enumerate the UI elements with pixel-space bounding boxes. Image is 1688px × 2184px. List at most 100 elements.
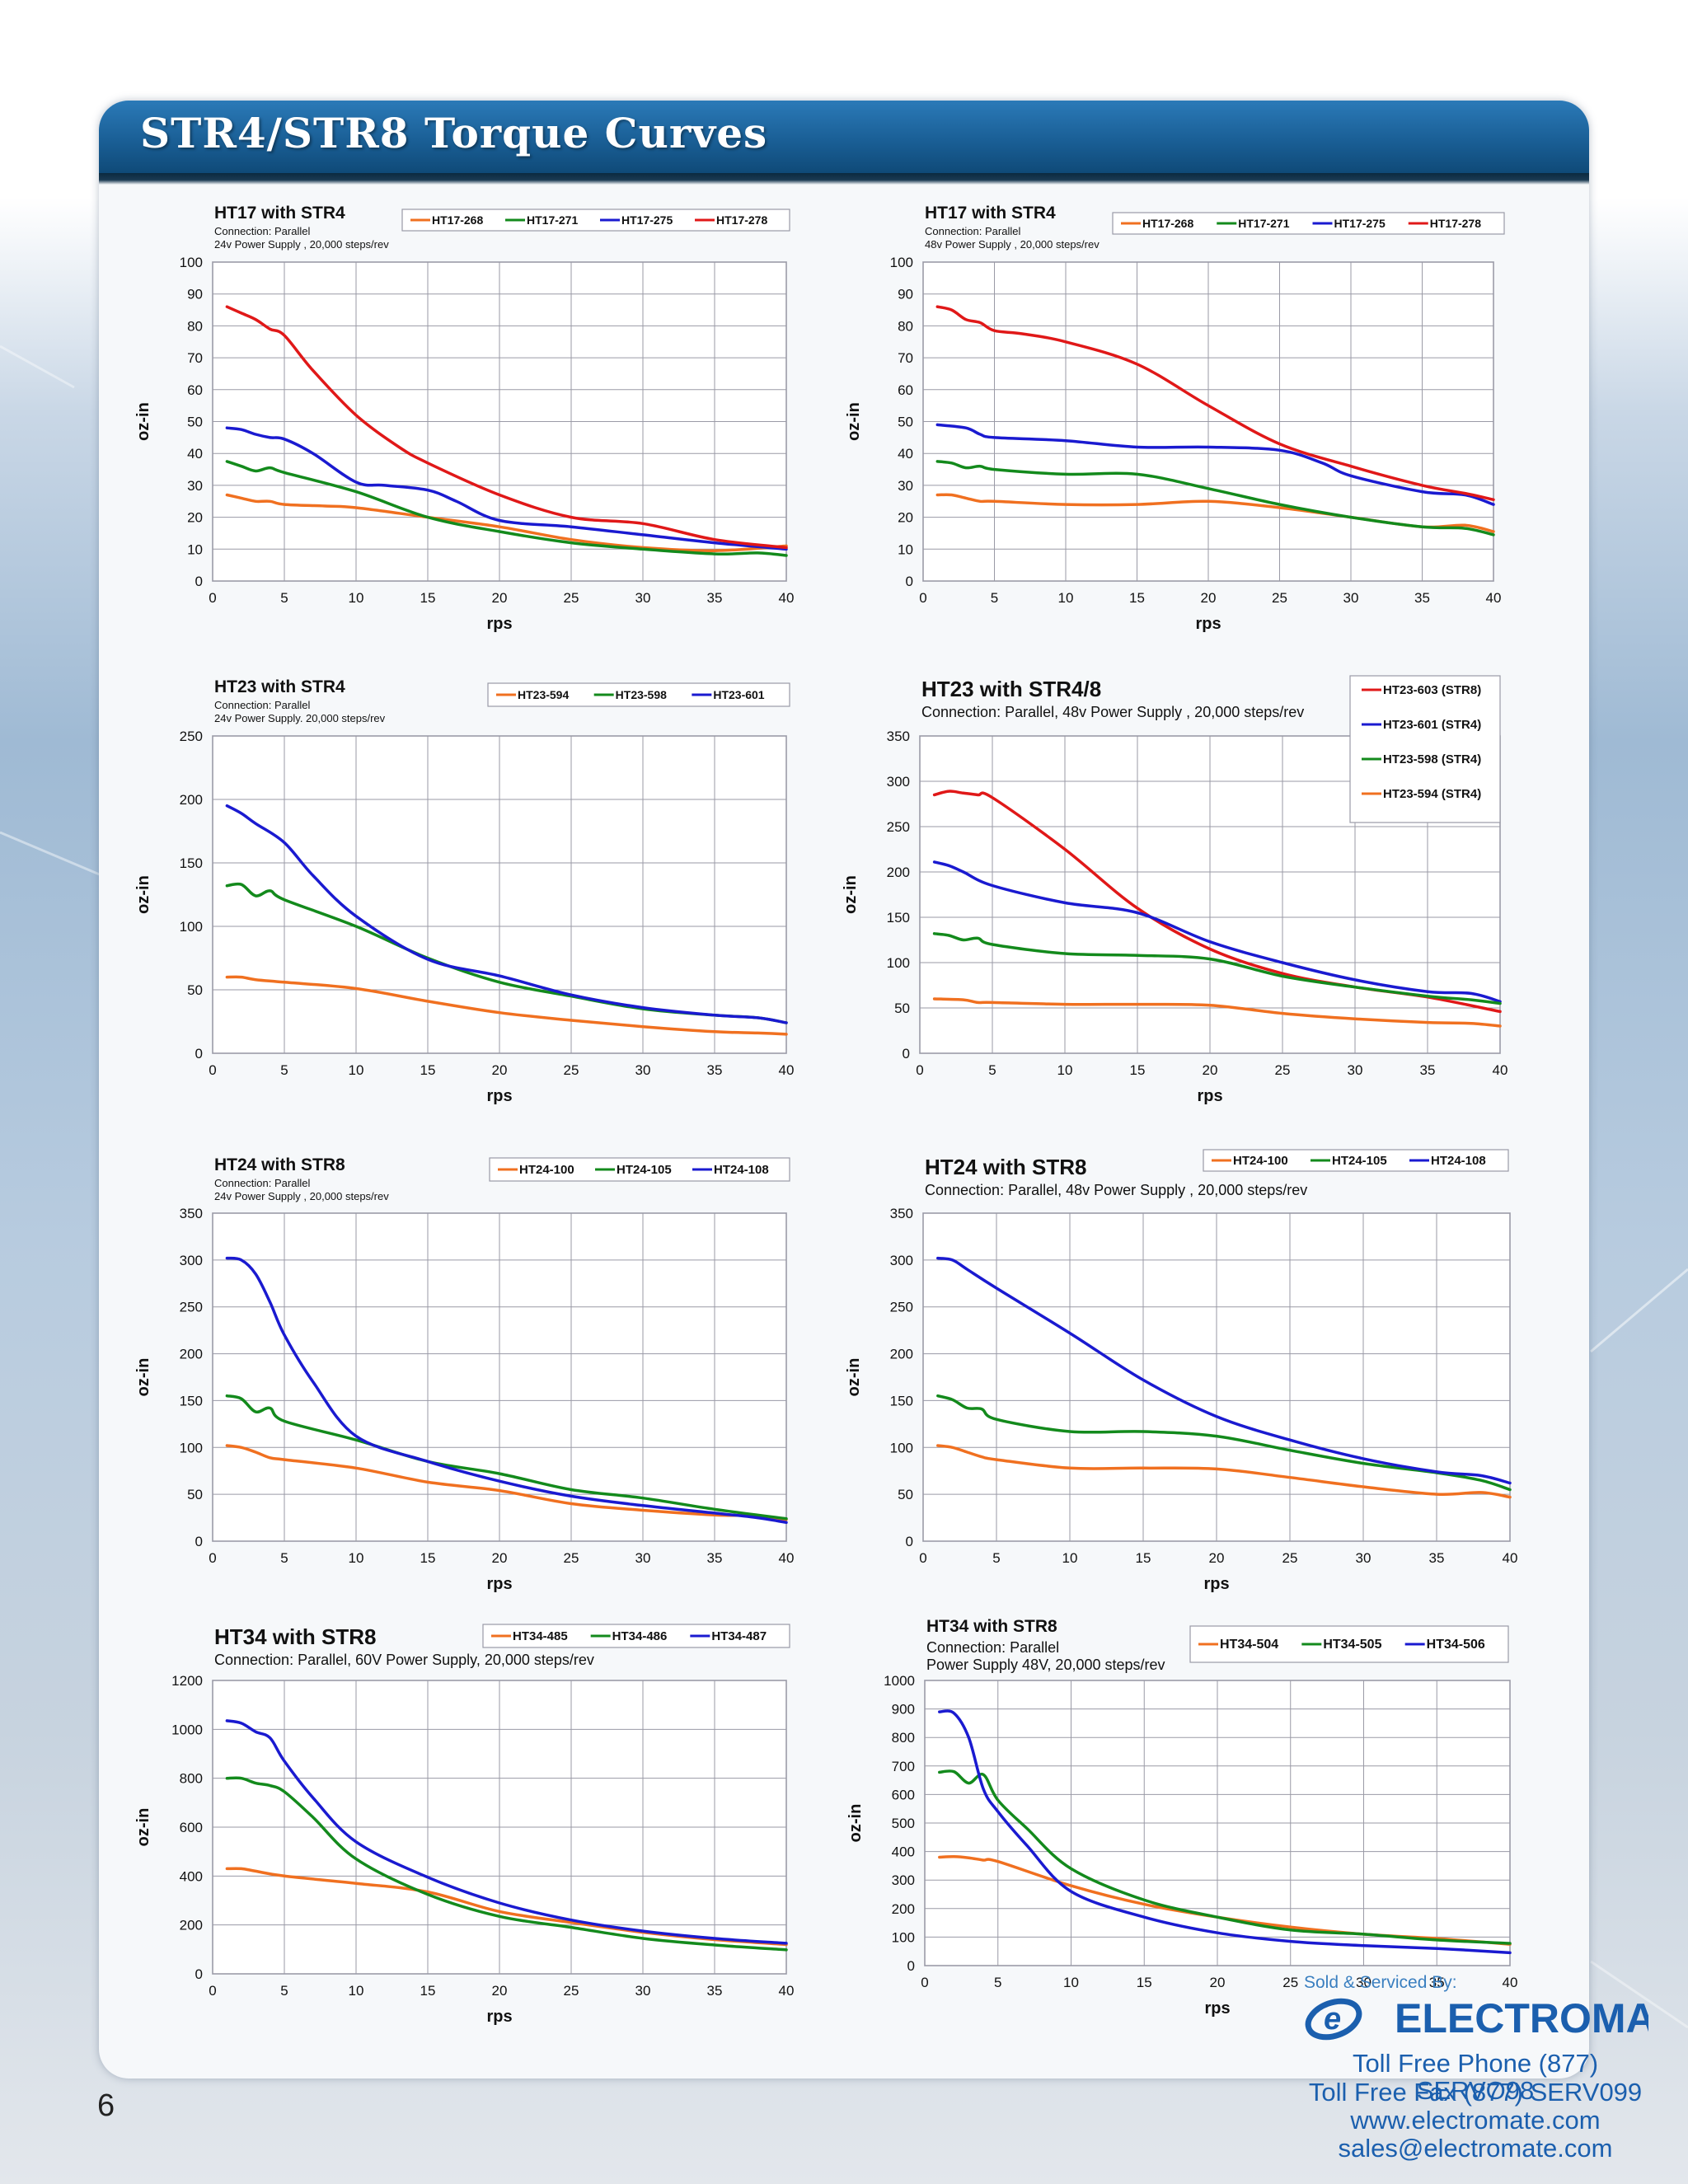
x-tick-label: 15 <box>420 1983 436 1999</box>
y-tick-label: 100 <box>180 255 203 270</box>
x-tick-label: 5 <box>280 1983 288 1999</box>
y-tick-label: 100 <box>890 255 913 270</box>
x-tick-label: 20 <box>492 1983 508 1999</box>
legend-label: HT17-271 <box>527 213 578 227</box>
x-tick-label: 0 <box>919 1550 926 1566</box>
y-tick-label: 10 <box>898 541 913 557</box>
y-tick-label: 300 <box>180 1253 203 1268</box>
series-line-HT24-108 <box>225 1256 788 1525</box>
x-tick-label: 10 <box>1062 1550 1078 1566</box>
chart-title: HT23 with STR4/8 <box>921 677 1101 701</box>
x-tick-label: 15 <box>1130 1062 1146 1078</box>
y-tick-label: 1000 <box>884 1673 915 1689</box>
y-tick-label: 250 <box>887 819 910 835</box>
y-tick-label: 350 <box>890 1206 913 1221</box>
legend-label: HT24-108 <box>714 1163 769 1177</box>
chart-legend: HT23-594 HT23-598 HT23-601 <box>487 682 790 707</box>
y-tick-label: 1000 <box>171 1722 203 1737</box>
y-tick-label: 70 <box>898 350 913 366</box>
x-axis-label: rps <box>486 1575 512 1593</box>
y-tick-label: 600 <box>180 1820 203 1835</box>
chart-legend: HT24-100 HT24-105 HT24-108 <box>1203 1149 1509 1172</box>
y-tick-label: 100 <box>180 1440 203 1455</box>
y-tick-label: 350 <box>180 1206 203 1221</box>
y-tick-label: 0 <box>906 574 913 589</box>
y-tick-label: 100 <box>890 1440 913 1455</box>
y-tick-label: 100 <box>892 1929 915 1945</box>
x-tick-label: 15 <box>420 1550 436 1566</box>
y-tick-label: 60 <box>187 382 203 398</box>
y-tick-label: 200 <box>180 1918 203 1933</box>
x-tick-label: 10 <box>1063 1975 1079 1990</box>
footer-phone: Toll Free Phone (877) SERVO98 <box>1352 2049 1599 2105</box>
sold-by-label: Sold & Serviced By: <box>1304 1973 1457 1992</box>
y-tick-label: 200 <box>180 1347 203 1362</box>
legend-box <box>1112 212 1505 235</box>
y-tick-label: 50 <box>898 415 913 430</box>
title-banner <box>99 101 1589 173</box>
legend-label: HT34-504 <box>1220 1638 1278 1652</box>
chart-subtitle: Connection: Parallel <box>926 1639 1059 1656</box>
x-tick-label: 25 <box>1282 1550 1298 1566</box>
y-tick-label: 0 <box>907 1958 915 1974</box>
svg-text:e: e <box>1324 2002 1341 2036</box>
footer-fax: Toll Free Fax (877) SERV099 <box>1308 2078 1643 2107</box>
x-axis-label: rps <box>1204 1999 1230 2018</box>
y-tick-label: 150 <box>890 1393 913 1408</box>
chart-subtitle: Connection: Parallel, 60V Power Supply, … <box>214 1652 594 1668</box>
chart-title: HT24 with STR8 <box>925 1155 1086 1179</box>
x-tick-label: 10 <box>1058 590 1074 606</box>
legend-label: HT24-100 <box>519 1163 574 1177</box>
x-tick-label: 15 <box>1136 1550 1151 1566</box>
torque-chart-8: 0 5 10 15 20 25 30 35 40010020030040050060070080… <box>846 1617 1517 2018</box>
y-tick-label: 0 <box>903 1046 910 1062</box>
chart-subtitle: Connection: Parallel <box>214 1177 310 1189</box>
y-tick-label: 80 <box>187 318 203 334</box>
x-tick-label: 5 <box>992 1550 1000 1566</box>
series-line-HT34-487 <box>225 1719 788 1945</box>
y-tick-label: 300 <box>892 1872 915 1888</box>
legend-box <box>401 209 790 232</box>
y-tick-label: 250 <box>180 1300 203 1315</box>
torque-chart-5: 0 5 10 15 20 25 30 35 40 0 50 100 150 200 250 300 350 rps… <box>134 1155 795 1593</box>
chart-subtitle: Connection: Parallel <box>925 225 1020 237</box>
y-tick-label: 500 <box>892 1816 915 1831</box>
y-axis-label: oz-in <box>134 875 152 914</box>
y-axis-label: oz-in <box>845 402 863 441</box>
chart-legend: HT17-268 HT17-271 HT17-275 HT17-278 <box>401 209 790 232</box>
series-line-HT17-275 <box>225 426 788 551</box>
y-tick-label: 150 <box>887 910 910 926</box>
footer-website[interactable]: www.electromate.com <box>1350 2106 1601 2135</box>
x-tick-label: 15 <box>1137 1975 1152 1990</box>
legend-label: HT24-108 <box>1431 1154 1486 1168</box>
legend-label: HT17-268 <box>432 213 483 227</box>
x-axis-label: rps <box>1197 1087 1222 1105</box>
y-tick-label: 300 <box>887 774 910 790</box>
chart-subtitle: Power Supply 48V, 20,000 steps/rev <box>926 1657 1165 1673</box>
x-tick-label: 35 <box>1429 1550 1445 1566</box>
y-tick-label: 100 <box>887 955 910 971</box>
x-tick-label: 25 <box>1272 590 1287 606</box>
x-tick-label: 25 <box>564 590 579 606</box>
x-tick-label: 0 <box>919 590 926 606</box>
legend-label: HT34-486 <box>612 1629 668 1643</box>
y-axis-label: oz-in <box>134 1358 152 1397</box>
electromate-logo: e ELECTROMATE <box>1305 1995 1648 2041</box>
chart-subtitle: Connection: Parallel, 48v Power Supply ,… <box>921 704 1304 720</box>
torque-chart-1: 0 5 10 15 20 25 30 35 40 0 10 20 30 40 50 60 70 80 90 100 rp… <box>134 204 794 633</box>
chart-title: HT24 with STR8 <box>214 1155 345 1174</box>
y-axis-label: oz-in <box>134 1808 152 1847</box>
x-axis-label: rps <box>1195 615 1221 633</box>
y-axis-label: oz-in <box>842 875 860 914</box>
series-line-HT24-100 <box>225 1444 788 1521</box>
x-tick-label: 10 <box>1057 1062 1073 1078</box>
series-line-HT23-594 <box>225 975 788 1036</box>
chart-title: HT17 with STR4 <box>214 204 345 223</box>
footer-email[interactable]: sales@electromate.com <box>1338 2134 1613 2163</box>
legend-box <box>1349 675 1501 823</box>
y-tick-label: 100 <box>180 919 203 935</box>
x-tick-label: 0 <box>209 590 216 606</box>
y-tick-label: 800 <box>892 1730 915 1746</box>
x-tick-label: 40 <box>779 1550 795 1566</box>
torque-chart-3: 0 5 10 15 20 25 30 35 40 0 50 100 150 200 250 rps oz-in H… <box>134 677 794 1105</box>
